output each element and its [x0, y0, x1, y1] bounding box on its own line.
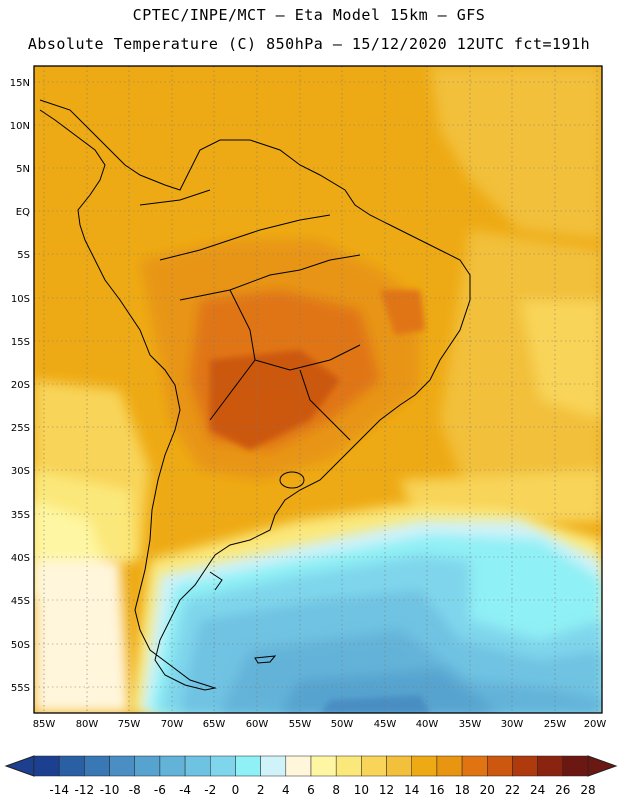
- lat-label: 50S: [11, 640, 30, 651]
- colorbar-max-arrow: [587, 755, 618, 777]
- lon-label: 55W: [289, 719, 312, 730]
- lat-label: 15N: [10, 78, 30, 89]
- colorbar-swatch: [134, 755, 161, 777]
- graticule: [34, 66, 602, 713]
- colorbar-swatch: [335, 755, 362, 777]
- colorbar-label: 4: [282, 783, 290, 797]
- colorbar-label: -6: [154, 783, 166, 797]
- colorbar-label: 18: [454, 783, 469, 797]
- colorbar-swatch: [361, 755, 387, 777]
- lat-label: 25S: [11, 423, 30, 434]
- colorbar-swatch: [310, 755, 337, 777]
- lon-label: 35W: [459, 719, 482, 730]
- colorbar-swatch: [235, 755, 261, 777]
- lat-label: 40S: [11, 553, 30, 564]
- lon-label: 85W: [33, 719, 56, 730]
- lon-label: 20W: [584, 719, 607, 730]
- map-frame: [33, 65, 603, 714]
- colorbar-label: 8: [332, 783, 340, 797]
- longitude-axis: 85W 80W 75W 70W 65W 60W 55W 50W 45W 40W …: [33, 719, 607, 730]
- colorbar-swatch: [58, 755, 85, 777]
- lon-label: 40W: [416, 719, 439, 730]
- colorbar: -14 -12 -10 -8 -6 -4 -2 0 2 4 6 8 10 12 14 16 18 20 22 24 26…: [4, 755, 618, 797]
- colorbar-label: -10: [100, 783, 120, 797]
- colorbar-swatch: [512, 755, 538, 777]
- lat-label: 5S: [17, 250, 30, 261]
- lat-label: 20S: [11, 380, 30, 391]
- colorbar-label: 22: [505, 783, 520, 797]
- colorbar-swatch: [461, 755, 488, 777]
- colorbar-swatch: [386, 755, 412, 777]
- colorbar-swatch: [562, 755, 589, 777]
- lon-label: 65W: [203, 719, 226, 730]
- lon-label: 50W: [331, 719, 354, 730]
- lon-label: 45W: [374, 719, 397, 730]
- lat-label: 5N: [16, 164, 30, 175]
- colorbar-swatch: [436, 755, 463, 777]
- colorbar-label: 16: [429, 783, 444, 797]
- colorbar-label: 2: [257, 783, 265, 797]
- lon-label: 75W: [118, 719, 141, 730]
- colorbar-label: -2: [204, 783, 216, 797]
- colorbar-swatch: [109, 755, 135, 777]
- colorbar-min-arrow: [4, 755, 35, 777]
- colorbar-swatch: [159, 755, 186, 777]
- lon-label: 30W: [501, 719, 524, 730]
- colorbar-label: -12: [75, 783, 95, 797]
- colorbar-swatch: [210, 755, 236, 777]
- colorbar-label: 24: [530, 783, 545, 797]
- colorbar-label: 12: [379, 783, 394, 797]
- lat-label: 15S: [11, 337, 30, 348]
- lat-label: 35S: [11, 510, 30, 521]
- colorbar-swatch: [537, 755, 564, 777]
- colorbar-swatch: [84, 755, 110, 777]
- colorbar-swatch: [184, 755, 211, 777]
- colorbar-label: -14: [49, 783, 69, 797]
- lat-label: 45S: [11, 596, 30, 607]
- colorbar-label: 14: [404, 783, 419, 797]
- lon-label: 25W: [544, 719, 567, 730]
- latitude-axis: 15N 10N 5N EQ 5S 10S 15S 20S 25S 30S 35S…: [10, 78, 30, 694]
- colorbar-label: -8: [129, 783, 141, 797]
- colorbar-swatch: [411, 755, 438, 777]
- colorbar-label: 20: [480, 783, 495, 797]
- colorbar-label: 28: [580, 783, 595, 797]
- temperature-field: [34, 66, 602, 713]
- lat-label: EQ: [16, 207, 30, 218]
- colorbar-swatch: [285, 755, 312, 777]
- lat-label: 55S: [11, 683, 30, 694]
- colorbar-label: 6: [307, 783, 315, 797]
- title-line-1: CPTEC/INPE/MCT – Eta Model 15km – GFS: [132, 6, 486, 24]
- colorbar-label: 0: [232, 783, 240, 797]
- colorbar-label: 26: [555, 783, 570, 797]
- coastlines: [39, 99, 471, 691]
- lon-label: 60W: [246, 719, 269, 730]
- lat-label: 30S: [11, 466, 30, 477]
- lat-label: 10S: [11, 294, 30, 305]
- lon-label: 70W: [161, 719, 184, 730]
- colorbar-label: 10: [354, 783, 369, 797]
- lat-label: 10N: [10, 121, 30, 132]
- colorbar-swatch: [260, 755, 287, 777]
- colorbar-label: -4: [179, 783, 191, 797]
- lon-label: 80W: [76, 719, 99, 730]
- title-line-2: Absolute Temperature (C) 850hPa – 15/12/…: [27, 35, 591, 53]
- colorbar-swatch: [487, 755, 513, 777]
- colorbar-swatch: [33, 755, 60, 777]
